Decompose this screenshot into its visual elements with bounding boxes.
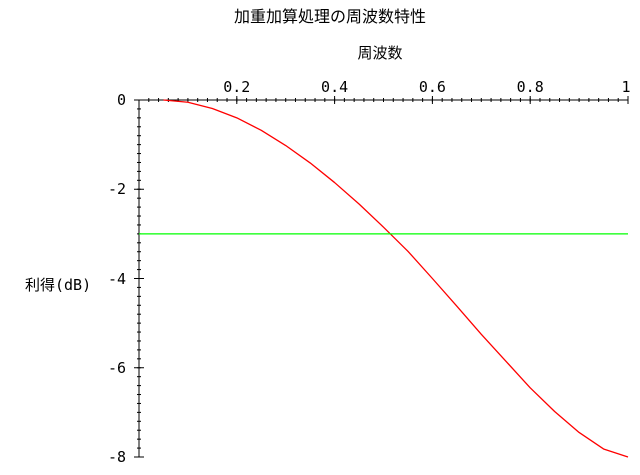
series-layer bbox=[139, 99, 629, 458]
x-tick-label: 0.4 bbox=[321, 78, 348, 96]
y-tick-label: -2 bbox=[108, 180, 126, 198]
x-axis-label: 周波数 bbox=[357, 44, 402, 62]
x-tick-label: 0.6 bbox=[419, 78, 446, 96]
x-tick-label: 1 bbox=[621, 78, 630, 96]
y-tick-label: -6 bbox=[108, 359, 126, 377]
y-tick-label: 0 bbox=[117, 91, 126, 109]
y-axis-label: 利得(dB) bbox=[25, 276, 91, 294]
y-major-ticks bbox=[134, 99, 144, 458]
x-major-ticks bbox=[236, 96, 629, 104]
x-tick-label: 0.2 bbox=[223, 78, 250, 96]
x-tick-label: 0.8 bbox=[517, 78, 544, 96]
y-minor-ticks bbox=[137, 99, 141, 458]
gain-curve-line bbox=[163, 99, 629, 458]
chart-title: 加重加算処理の周波数特性 bbox=[234, 7, 426, 26]
y-tick-label: -8 bbox=[108, 448, 126, 466]
y-tick-label: -4 bbox=[108, 270, 126, 288]
